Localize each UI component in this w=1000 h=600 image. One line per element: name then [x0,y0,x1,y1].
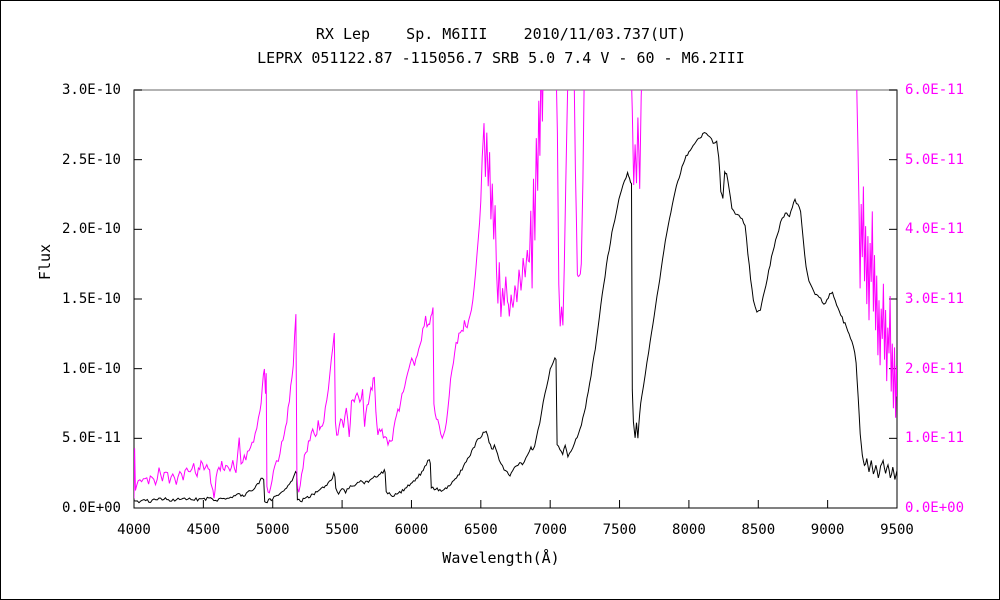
x-tick-label-7500: 7500 [602,522,637,538]
x-tick-label-4000: 4000 [117,522,151,538]
x-tick-label-6000: 6000 [394,522,429,538]
y-right-tick-label-0.0E+00: 0.0E+00 [905,500,965,516]
y-left-tick-label-5.0E-11: 5.0E-11 [61,430,121,447]
y-left-tick-label-1.0E-10: 1.0E-10 [61,360,121,377]
spectrum-black-left-axis [134,132,897,504]
y-right-tick-label-2.0E-11: 2.0E-11 [905,360,965,377]
x-tick-label-8000: 8000 [672,522,706,538]
y-right-tick-label-3.0E-11: 3.0E-11 [905,291,965,307]
y-right-tick-label-5.0E-11: 5.0E-11 [905,151,965,168]
plot-frame [133,89,898,509]
chart-title-line2: LEPRX 051122.87 -115056.7 SRB 5.0 7.4 V … [257,49,745,67]
x-tick-label-5500: 5500 [325,522,359,538]
y-left-tick-label-1.5E-10: 1.5E-10 [61,291,121,307]
chart-title-line1: RX Lep Sp. M6III 2010/11/03.737(UT) [315,25,687,43]
y-left-tick-label-0.0E+00: 0.0E+00 [61,500,121,516]
y-right-tick-label-1.0E-11: 1.0E-11 [905,430,965,447]
x-tick-label-4500: 4500 [186,522,221,538]
x-tick-label-8500: 8500 [741,522,776,538]
y-right-tick-label-4.0E-11: 4.0E-11 [905,221,965,238]
y-left-tick-label-3.0E-10: 3.0E-10 [61,82,121,98]
y-left-tick-label-2.0E-10: 2.0E-10 [61,221,121,238]
x-tick-label-6500: 6500 [463,522,498,538]
x-tick-label-9000: 9000 [810,522,845,538]
x-tick-label-7000: 7000 [533,522,568,538]
x-tick-label-5000: 5000 [255,522,290,538]
y-right-tick-label-6.0E-11: 6.0E-11 [905,82,965,98]
x-tick-label-9500: 9500 [880,522,914,538]
x-axis-label-wavelength: Wavelength(Å) [442,549,560,567]
spectrum-magenta-right-axis [134,90,897,499]
y-left-tick-label-2.5E-10: 2.5E-10 [61,151,121,168]
